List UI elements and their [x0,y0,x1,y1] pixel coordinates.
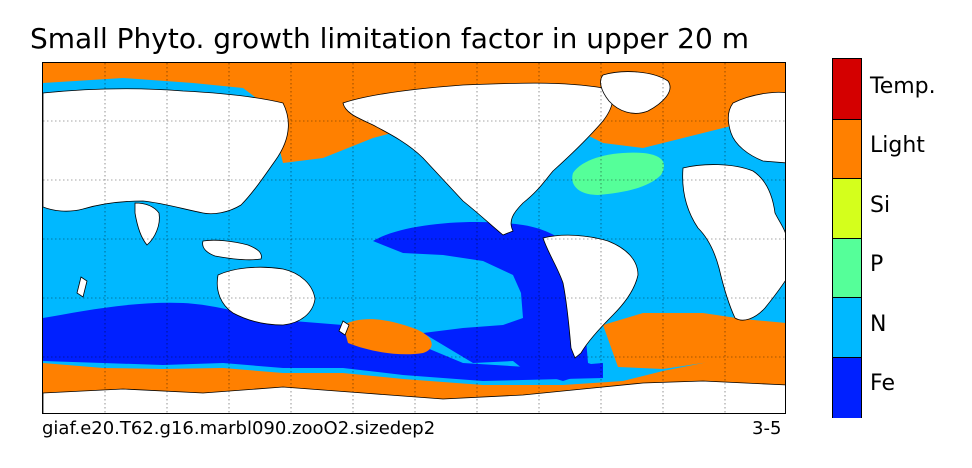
light-patch-south-pacific [343,319,432,355]
colorbar [832,58,862,418]
map-svg [43,63,785,413]
madagascar-land [76,276,88,298]
greenland-land [600,71,671,114]
colorbar-segment-fe [833,356,861,418]
antarctica-land [43,380,785,413]
europe-land [727,91,785,164]
colorbar-label-light: Light [870,133,925,159]
p-region-north-atlantic [572,152,664,195]
colorbar-label-temp: Temp. [870,73,936,99]
australia-land [216,266,316,326]
colorbar-segment-p [833,237,861,299]
graticule [43,63,785,413]
africa-land [682,164,785,321]
light-region-south-atlantic [603,313,785,369]
colorbar-segment-light [833,118,861,180]
run-name-caption: giaf.e20.T62.g16.marbl090.zooO2.sizedep2 [42,418,436,439]
new-zealand-land [338,320,350,336]
fe-region-southern-ocean [43,302,603,381]
fe-region-pacific [373,221,603,381]
north-america-land [342,82,613,236]
colorbar-segment-si [833,178,861,239]
asia-land [43,88,289,215]
period-caption: 3-5 [752,418,782,439]
south-america-land [542,234,639,359]
colorbar-label-p: P [870,252,884,278]
colorbar-label-n: N [870,311,887,337]
map-title: Small Phyto. growth limitation factor in… [30,22,749,55]
colorbar-label-fe: Fe [870,371,895,397]
colorbar-label-si: Si [870,192,891,218]
colorbar-segment-n [833,297,861,358]
indonesia-land [202,239,262,261]
india-land [134,202,160,246]
world-map [42,62,786,414]
colorbar-segment-temp [833,59,861,119]
